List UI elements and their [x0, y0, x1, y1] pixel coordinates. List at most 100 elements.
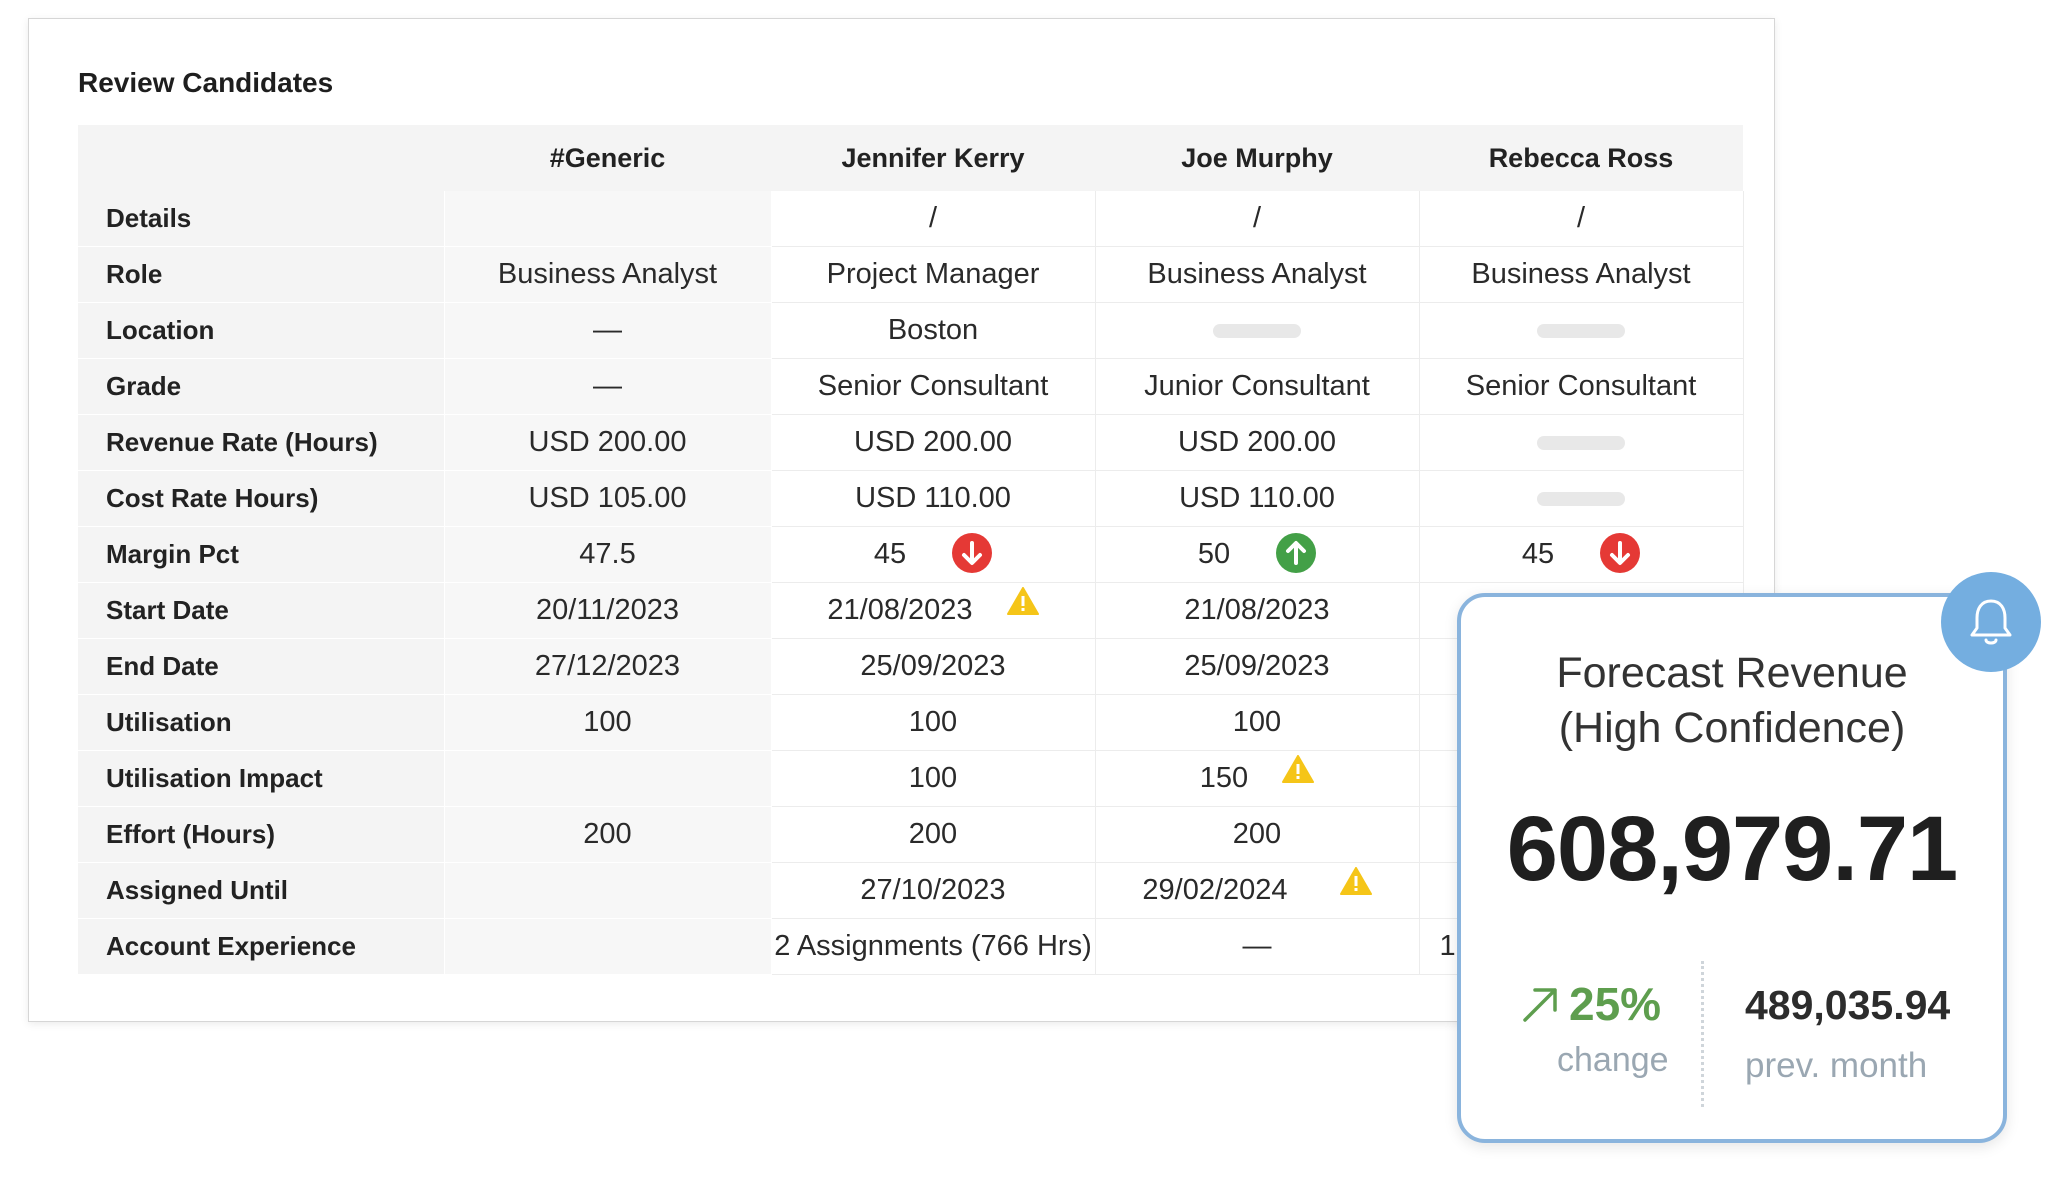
row-label: Margin Pct: [78, 526, 445, 583]
table-cell: [1095, 302, 1420, 359]
table-cell: 150: [1095, 750, 1420, 807]
row-label: Grade: [78, 358, 445, 415]
table-cell: —: [444, 358, 772, 415]
table-cell: USD 200.00: [771, 414, 1096, 471]
panel-title: Review Candidates: [78, 67, 334, 98]
table-cell: 200: [1095, 806, 1420, 863]
notification-bell-button[interactable]: [1941, 572, 2041, 672]
table-cell: [1419, 470, 1744, 527]
table-cell: 200: [444, 806, 772, 863]
warning-triangle-icon[interactable]: [1282, 754, 1315, 791]
row-label: Effort (Hours): [78, 806, 445, 863]
table-row: Grade — Senior Consultant Junior Consult…: [78, 358, 1744, 415]
table-header-row: #Generic Jennifer Kerry Joe Murphy Rebec…: [78, 125, 1743, 191]
row-label: Role: [78, 246, 445, 303]
table-row: Details / / /: [78, 191, 1744, 247]
loading-placeholder: [1537, 492, 1625, 507]
table-cell: 25/09/2023: [771, 638, 1096, 695]
margin-value: 50: [1197, 538, 1231, 570]
row-label: End Date: [78, 638, 445, 695]
change-label: change: [1557, 1041, 1669, 1079]
arrow-up-circle-icon: [1276, 532, 1317, 573]
table-cell: Project Manager: [771, 246, 1096, 303]
table-cell: [1419, 302, 1744, 359]
table-cell: 47.5: [444, 526, 772, 583]
table-row: Cost Rate Hours) USD 105.00 USD 110.00 U…: [78, 470, 1744, 527]
account-experience-link[interactable]: 2 Assignments (766 Hrs): [771, 918, 1096, 975]
change-value: 25%: [1569, 978, 1662, 1030]
table-cell: USD 200.00: [1095, 414, 1420, 471]
column-header-generic[interactable]: #Generic: [444, 125, 771, 191]
table-cell: [1419, 414, 1744, 471]
loading-placeholder: [1213, 324, 1301, 339]
table-cell: Senior Consultant: [771, 358, 1096, 415]
row-label: Start Date: [78, 582, 445, 639]
table-cell: Junior Consultant: [1095, 358, 1420, 415]
table-cell: 100: [1095, 694, 1420, 751]
stat-divider: [1701, 961, 1704, 1107]
arrow-down-circle-icon: [1600, 532, 1641, 573]
row-label: Details: [78, 191, 445, 247]
table-cell: 21/08/2023: [1095, 582, 1420, 639]
utilisation-impact-value: 150: [1199, 762, 1249, 794]
warning-triangle-icon[interactable]: [1339, 866, 1372, 903]
table-cell: USD 110.00: [771, 470, 1096, 527]
forecast-revenue-card: Forecast Revenue (High Confidence) 608,9…: [1457, 593, 2007, 1143]
forecast-amount: 608,979.71: [1506, 798, 1958, 900]
column-header-jennifer-kerry[interactable]: Jennifer Kerry: [771, 125, 1095, 191]
details-link[interactable]: /: [1095, 191, 1420, 247]
warning-triangle-icon[interactable]: [1006, 586, 1039, 623]
table-cell: —: [1095, 918, 1420, 975]
card-title-line1: Forecast Revenue: [1556, 649, 1908, 697]
table-cell: 27/10/2023: [771, 862, 1096, 919]
table-cell: 27/12/2023: [444, 638, 772, 695]
trend-up-arrow-icon: [1519, 978, 1569, 1030]
arrow-down-circle-icon: [952, 532, 993, 573]
table-cell: 29/02/2024: [1095, 862, 1420, 919]
table-cell: 200: [771, 806, 1096, 863]
change-stat: 25%: [1519, 977, 1661, 1031]
details-link[interactable]: /: [771, 191, 1096, 247]
table-cell: 25/09/2023: [1095, 638, 1420, 695]
table-row: Revenue Rate (Hours) USD 200.00 USD 200.…: [78, 414, 1744, 471]
row-label: Assigned Until: [78, 862, 445, 919]
bell-icon: [1970, 599, 2012, 645]
table-cell: 20/11/2023: [444, 582, 772, 639]
row-label: Location: [78, 302, 445, 359]
margin-value: 45: [1521, 538, 1555, 570]
table-row: Location — Boston: [78, 302, 1744, 359]
table-cell: —: [444, 302, 772, 359]
table-cell: Business Analyst: [444, 246, 772, 303]
table-cell: Business Analyst: [1095, 246, 1420, 303]
table-cell: [444, 191, 772, 247]
margin-value: 45: [873, 538, 907, 570]
loading-placeholder: [1537, 324, 1625, 339]
row-label: Cost Rate Hours): [78, 470, 445, 527]
table-cell: [444, 862, 772, 919]
column-header-rebecca-ross[interactable]: Rebecca Ross: [1419, 125, 1743, 191]
table-cell: USD 200.00: [444, 414, 772, 471]
table-cell: [444, 918, 772, 975]
column-header-joe-murphy[interactable]: Joe Murphy: [1095, 125, 1419, 191]
table-row: Role Business Analyst Project Manager Bu…: [78, 246, 1744, 303]
table-row: Margin Pct 47.5 45 50 45: [78, 526, 1744, 583]
card-title-line2: (High Confidence): [1558, 704, 1906, 752]
table-cell: 100: [771, 750, 1096, 807]
table-cell: 100: [444, 694, 772, 751]
table-cell: [444, 750, 772, 807]
loading-placeholder: [1537, 436, 1625, 451]
prev-month-value: 489,035.94: [1745, 982, 1951, 1028]
row-label: Utilisation: [78, 694, 445, 751]
start-date-value: 21/08/2023: [827, 594, 973, 626]
header-blank: [78, 125, 444, 191]
table-cell: 45: [1419, 526, 1744, 583]
row-label: Revenue Rate (Hours): [78, 414, 445, 471]
row-label: Utilisation Impact: [78, 750, 445, 807]
prev-month-label: prev. month: [1745, 1046, 1928, 1085]
details-link[interactable]: /: [1419, 191, 1744, 247]
assigned-until-value: 29/02/2024: [1142, 874, 1288, 906]
table-cell: Boston: [771, 302, 1096, 359]
table-cell: 45: [771, 526, 1096, 583]
table-cell: USD 105.00: [444, 470, 772, 527]
table-cell: Business Analyst: [1419, 246, 1744, 303]
